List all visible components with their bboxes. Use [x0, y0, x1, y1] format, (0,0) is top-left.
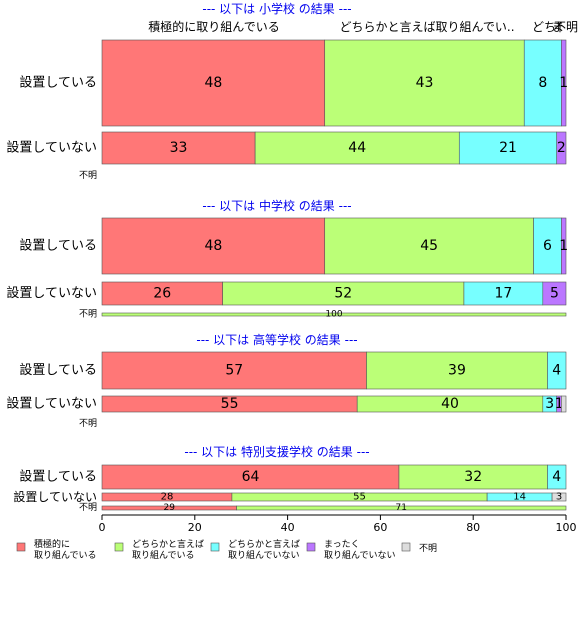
bar-segment — [556, 131, 567, 165]
bar-segment — [101, 351, 367, 390]
legend-swatch — [306, 542, 316, 552]
row-label: 設置している — [19, 469, 97, 485]
data-label: 3 — [545, 396, 554, 412]
data-label: 43 — [416, 75, 434, 91]
data-label: 57 — [225, 363, 243, 379]
x-tick-label: 100 — [556, 521, 577, 534]
legend-label: まったく — [324, 539, 360, 550]
panel-title: --- 以下は 高等学校 の結果 --- — [196, 332, 357, 347]
panel-title: --- 以下は 中学校 の結果 --- — [202, 198, 351, 213]
row-label: 設置していない — [6, 140, 97, 156]
legend-label: 取り組んでいない — [228, 549, 300, 561]
bar-segment — [458, 131, 558, 165]
data-label: 14 — [513, 492, 526, 503]
bar-segment — [236, 505, 567, 511]
bar-segment — [547, 464, 567, 490]
bar-segment — [101, 217, 326, 275]
panel-title: --- 以下は 特別支援学校 の結果 --- — [184, 444, 369, 459]
data-label: 40 — [441, 396, 459, 412]
bar-segment — [561, 395, 567, 413]
data-label: 32 — [464, 469, 482, 485]
data-label: 39 — [448, 363, 466, 379]
data-label: 52 — [334, 286, 352, 302]
data-label: 5 — [550, 286, 559, 302]
legend-swatch — [210, 542, 220, 552]
row-label: 設置している — [19, 362, 97, 378]
data-label: 17 — [494, 286, 512, 302]
data-label: 1 — [559, 75, 568, 91]
top-category-label: どち — [532, 20, 556, 34]
legend-label: 取り組んでいる — [34, 549, 97, 561]
data-label: 100 — [325, 310, 342, 320]
x-tick-label: 0 — [99, 521, 106, 534]
data-label: 55 — [221, 396, 239, 412]
x-tick-label: 80 — [466, 521, 480, 534]
legend-swatch — [114, 542, 124, 552]
top-category-label: 積極的に取り組んでいる — [148, 19, 279, 34]
data-label: 6 — [543, 238, 552, 254]
row-label: 設置していない — [6, 285, 97, 301]
legend-label: 取り組んでいる — [132, 549, 195, 561]
top-category-label: ま — [552, 20, 564, 34]
bar-segment — [523, 39, 562, 127]
row-label: 設置していない — [6, 396, 97, 412]
legend-label: 積極的に — [34, 538, 70, 550]
legend-label: どちらかと言えば — [132, 538, 204, 550]
bar-segment — [101, 464, 400, 490]
data-label: 45 — [420, 238, 438, 254]
data-label: 48 — [204, 238, 222, 254]
data-label: 33 — [170, 140, 188, 156]
bar-segment — [561, 217, 567, 275]
data-label: 4 — [552, 363, 561, 379]
data-label: 28 — [161, 492, 174, 503]
row-label: 不明 — [79, 309, 97, 320]
x-tick-label: 20 — [188, 521, 202, 534]
panel-title: --- 以下は 小学校 の結果 --- — [202, 1, 351, 16]
data-label: 64 — [242, 469, 260, 485]
row-label: 不明 — [79, 170, 97, 181]
data-label: 2 — [557, 140, 566, 156]
legend-label: 不明 — [419, 543, 437, 554]
legend-label: どちらかと言えば — [228, 538, 300, 550]
x-tick-label: 40 — [281, 521, 295, 534]
legend-swatch — [16, 542, 26, 552]
data-label: 55 — [353, 492, 366, 503]
bar-segment — [101, 39, 326, 127]
bar-segment — [547, 351, 567, 390]
row-label: 不明 — [79, 502, 97, 513]
data-label: 1 — [555, 396, 564, 412]
bar-segment — [254, 131, 460, 165]
top-category-label: どちらかと言えば取り組んでい.. — [339, 20, 514, 34]
data-label: 1 — [559, 238, 568, 254]
bar-segment — [551, 492, 567, 502]
data-label: 8 — [538, 75, 547, 91]
data-label: 26 — [153, 286, 171, 302]
row-label: 不明 — [79, 418, 97, 429]
bar-segment — [398, 464, 548, 490]
data-label: 4 — [552, 469, 561, 485]
row-label: 設置している — [19, 238, 97, 254]
data-label: 21 — [499, 140, 517, 156]
bar-segment — [324, 217, 534, 275]
x-tick-label: 60 — [373, 521, 387, 534]
bar-segment — [101, 131, 256, 165]
bar-segment — [561, 39, 567, 127]
legend-label: 取り組んでいない — [324, 549, 396, 561]
data-label: 48 — [204, 75, 222, 91]
data-label: 44 — [348, 140, 366, 156]
bar-segment — [101, 312, 567, 317]
data-label: 3 — [556, 492, 562, 503]
data-label: 29 — [164, 503, 176, 513]
row-label: 設置している — [19, 75, 97, 91]
row-label: 設置していない — [13, 489, 97, 504]
legend-swatch — [401, 542, 411, 552]
data-label: 71 — [396, 503, 407, 513]
bar-segment — [542, 281, 567, 306]
top-category-label: 不明 — [554, 20, 578, 34]
bar-segment — [366, 351, 548, 390]
